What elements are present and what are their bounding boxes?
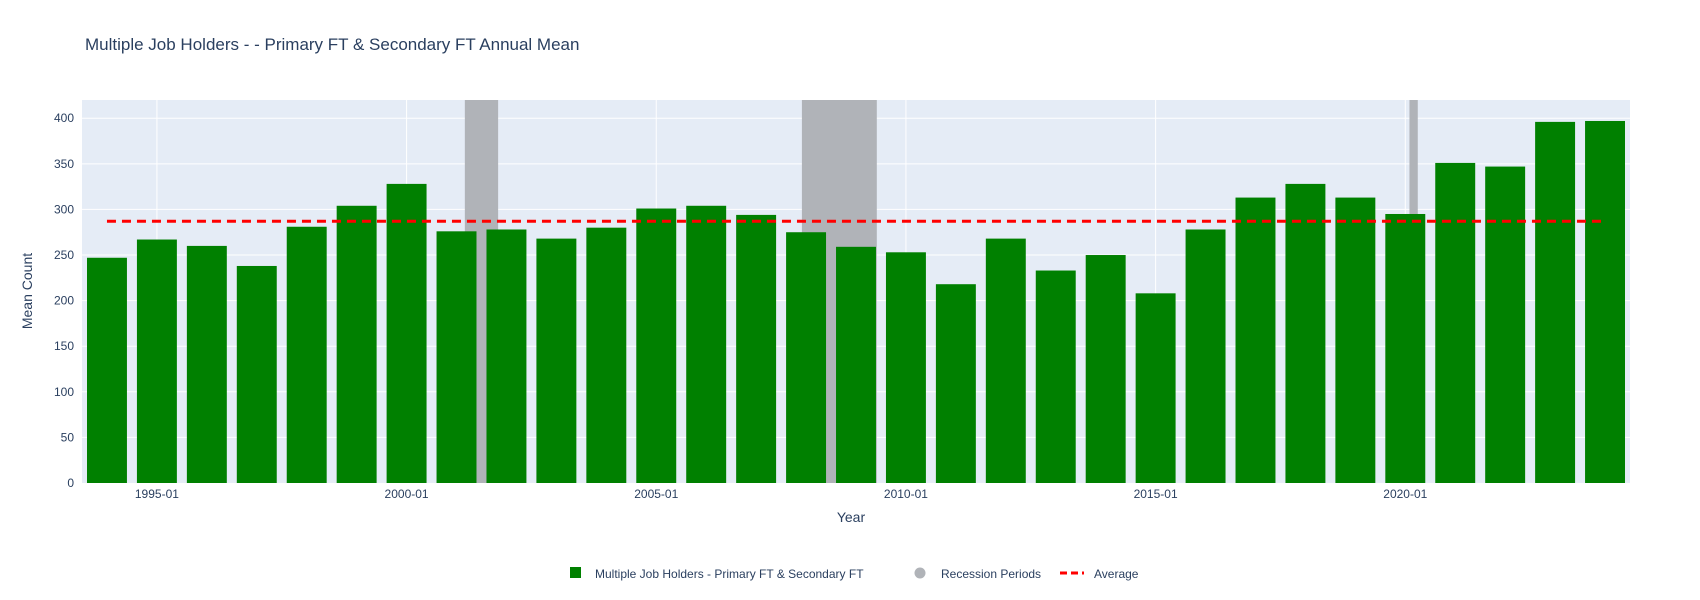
x-tick-label: 2020-01 bbox=[1383, 487, 1427, 501]
bar-series bbox=[86, 120, 1626, 484]
y-tick-label: 150 bbox=[54, 339, 74, 353]
bar bbox=[1485, 166, 1526, 484]
bar bbox=[186, 245, 227, 483]
bar bbox=[1285, 183, 1326, 483]
bar bbox=[736, 214, 777, 483]
x-tick-label: 2015-01 bbox=[1134, 487, 1178, 501]
bar bbox=[336, 205, 377, 483]
bar bbox=[1235, 197, 1276, 484]
legend[interactable]: Multiple Job Holders - Primary FT & Seco… bbox=[570, 567, 1139, 581]
bar bbox=[636, 208, 677, 483]
bar bbox=[1135, 293, 1176, 483]
y-tick-label: 200 bbox=[54, 294, 74, 308]
legend-label-average[interactable]: Average bbox=[1094, 567, 1139, 581]
bar bbox=[1185, 229, 1226, 483]
bar bbox=[486, 229, 527, 483]
y-tick-label: 0 bbox=[67, 476, 74, 490]
bar bbox=[985, 238, 1026, 483]
bar bbox=[836, 246, 876, 483]
bar bbox=[686, 205, 727, 483]
bar bbox=[1585, 120, 1626, 483]
y-axis-ticks: 0 50 100 150 200 250 300 350 400 bbox=[54, 111, 74, 490]
bar bbox=[1085, 255, 1126, 483]
bar bbox=[1335, 197, 1376, 484]
bar bbox=[286, 226, 327, 483]
bar bbox=[236, 265, 277, 483]
y-tick-label: 300 bbox=[54, 202, 74, 216]
x-tick-label: 2000-01 bbox=[385, 487, 429, 501]
bar bbox=[386, 183, 427, 483]
legend-swatch-recession[interactable] bbox=[914, 567, 926, 579]
y-tick-label: 100 bbox=[54, 385, 74, 399]
bar bbox=[935, 284, 976, 483]
y-tick-label: 250 bbox=[54, 248, 74, 262]
bar bbox=[786, 232, 827, 483]
x-tick-label: 2005-01 bbox=[634, 487, 678, 501]
y-tick-label: 50 bbox=[61, 430, 75, 444]
bar bbox=[1035, 270, 1076, 483]
bar bbox=[586, 227, 627, 483]
bar bbox=[1385, 213, 1426, 483]
y-tick-label: 350 bbox=[54, 157, 74, 171]
bar bbox=[436, 231, 477, 483]
x-tick-label: 1995-01 bbox=[135, 487, 179, 501]
bar bbox=[86, 257, 127, 483]
x-axis-ticks: 1995-01 2000-01 2005-01 2010-01 2015-01 2020-… bbox=[135, 487, 1428, 501]
chart-title: Multiple Job Holders - - Primary FT & Se… bbox=[85, 35, 579, 54]
bar bbox=[136, 239, 177, 483]
legend-label-bars[interactable]: Multiple Job Holders - Primary FT & Seco… bbox=[595, 567, 864, 581]
legend-swatch-bars[interactable] bbox=[570, 567, 581, 578]
x-tick-label: 2010-01 bbox=[884, 487, 928, 501]
bar bbox=[536, 238, 577, 483]
bar bbox=[885, 252, 926, 483]
bar bbox=[1535, 121, 1576, 483]
y-axis-title: Mean Count bbox=[19, 253, 35, 329]
y-tick-label: 400 bbox=[54, 111, 74, 125]
legend-label-recession[interactable]: Recession Periods bbox=[941, 567, 1041, 581]
x-axis-title: Year bbox=[837, 509, 866, 525]
bar bbox=[1435, 162, 1476, 483]
